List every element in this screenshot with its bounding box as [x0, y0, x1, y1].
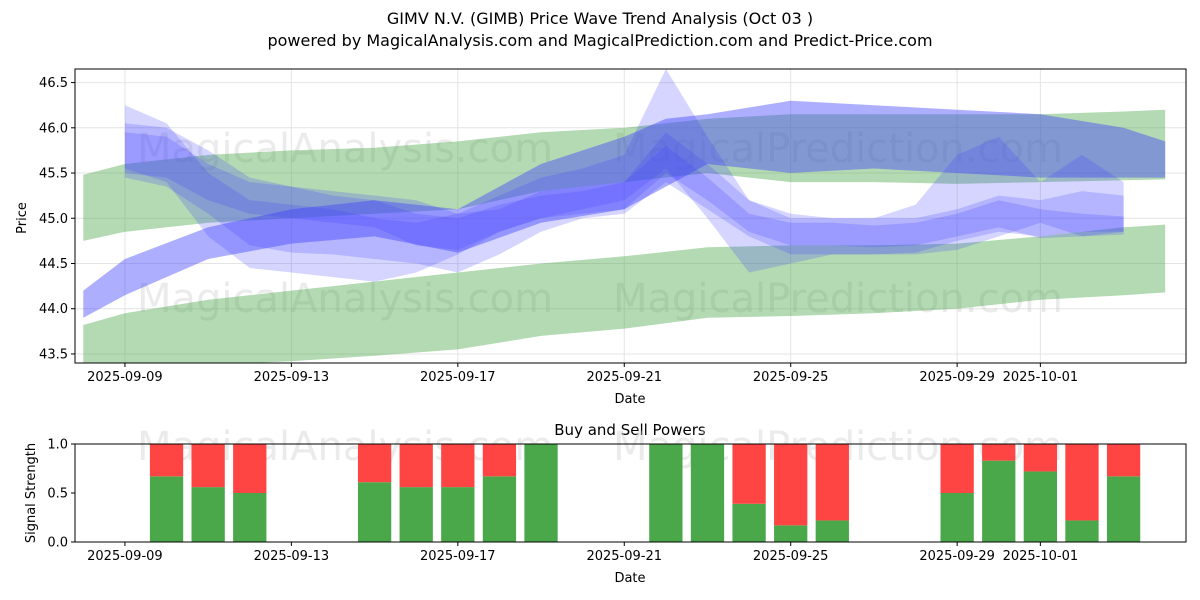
watermark-right-top: MagicalPrediction.com	[613, 126, 1063, 172]
signal-x-tick-label: 2025-09-29	[919, 549, 995, 564]
buy-bar	[690, 444, 725, 542]
sell-bar	[982, 444, 1016, 461]
signal-y-tick-label: 0.0	[47, 536, 68, 551]
price-y-tick-label: 43.5	[39, 347, 68, 362]
buy-bar	[482, 476, 517, 542]
watermark-left-mid: MagicalAnalysis.com	[137, 276, 553, 322]
sell-bar	[357, 444, 392, 483]
price-x-tick-label: 2025-09-13	[254, 370, 330, 385]
buy-bar	[399, 487, 433, 542]
sell-bar	[233, 444, 267, 493]
price-bands	[83, 69, 1166, 363]
buy-bar	[149, 476, 184, 542]
signal-x-tick-label: 2025-09-13	[254, 549, 330, 564]
sell-bar	[441, 444, 475, 488]
sell-bar	[940, 444, 974, 493]
sell-bar	[732, 444, 766, 504]
green-wave-band	[83, 109, 1166, 241]
price-y-tick-label: 45.5	[39, 167, 68, 182]
price-y-tick-label: 46.5	[39, 76, 68, 91]
price-x-tick-label: 2025-09-29	[919, 370, 995, 385]
price-y-tick-label: 44.5	[39, 257, 68, 272]
buy-bar	[815, 520, 849, 542]
price-y-axis: 43.5 44.0 44.5 45.0 45.5 46.0 46.5	[39, 76, 75, 362]
signal-y-tick-label: 1.0	[47, 438, 68, 453]
price-y-label: Price	[15, 202, 30, 234]
buy-bar	[1106, 476, 1141, 542]
price-grid	[75, 69, 1186, 363]
sell-bar	[1065, 444, 1099, 521]
sell-bar	[482, 444, 517, 477]
signal-x-tick-label: 2025-09-25	[753, 549, 829, 564]
buy-bar	[732, 503, 766, 542]
sell-bar	[815, 444, 849, 521]
blue-wave-band	[83, 100, 1166, 318]
buy-bar	[940, 493, 974, 542]
price-x-axis: 2025-09-09 2025-09-13 2025-09-17 2025-09-21…	[87, 363, 1078, 385]
signal-x-tick-label: 2025-10-01	[1003, 549, 1079, 564]
bars-title: Buy and Sell Powers	[554, 421, 706, 439]
buy-bar	[774, 525, 808, 542]
sell-bar	[149, 444, 184, 477]
price-x-tick-label: 2025-09-25	[753, 370, 829, 385]
sell-bar	[399, 444, 433, 488]
signal-y-tick-label: 0.5	[47, 487, 68, 502]
signal-x-label: Date	[614, 571, 645, 586]
buy-bar	[1065, 520, 1099, 542]
blue-wave-band	[124, 132, 1124, 250]
buy-bar	[233, 493, 267, 542]
watermark-right-mid: MagicalPrediction.com	[613, 276, 1063, 322]
signal-bars	[149, 444, 1141, 542]
chart-subtitle: powered by MagicalAnalysis.com and Magic…	[267, 31, 933, 50]
signal-y-axis: 0.0 0.5 1.0	[47, 438, 75, 551]
price-y-tick-label: 44.0	[39, 302, 68, 317]
signal-x-tick-label: 2025-09-09	[87, 549, 163, 564]
price-x-label: Date	[614, 392, 645, 407]
watermark-left-top: MagicalAnalysis.com	[137, 126, 553, 172]
sell-bar	[191, 444, 225, 488]
blue-wave-band	[124, 69, 1124, 282]
blue-wave-band	[124, 123, 1124, 273]
signal-x-tick-label: 2025-09-17	[420, 549, 496, 564]
chart-title: GIMV N.V. (GIMB) Price Wave Trend Analys…	[386, 9, 814, 28]
price-x-tick-label: 2025-09-09	[87, 370, 163, 385]
signal-x-axis: 2025-09-09 2025-09-13 2025-09-17 2025-09-21…	[87, 542, 1078, 564]
price-x-tick-label: 2025-10-01	[1003, 370, 1079, 385]
price-y-tick-label: 46.0	[39, 121, 68, 136]
buy-bar	[357, 482, 392, 542]
sell-bar	[1023, 444, 1058, 472]
buy-bar	[191, 487, 225, 542]
buy-bar	[649, 444, 683, 542]
buy-bar	[524, 444, 558, 542]
green-wave-band	[83, 224, 1166, 363]
signal-x-tick-label: 2025-09-21	[586, 549, 662, 564]
price-x-tick-label: 2025-09-17	[420, 370, 496, 385]
sell-bar	[1106, 444, 1141, 477]
sell-bar	[774, 444, 808, 526]
price-x-tick-label: 2025-09-21	[586, 370, 662, 385]
buy-bar	[982, 460, 1016, 542]
buy-bar	[1023, 471, 1058, 542]
price-y-tick-label: 45.0	[39, 212, 68, 227]
signal-y-label: Signal Strength	[24, 443, 39, 543]
price-plot-frame	[74, 68, 1187, 364]
buy-bar	[441, 487, 475, 542]
